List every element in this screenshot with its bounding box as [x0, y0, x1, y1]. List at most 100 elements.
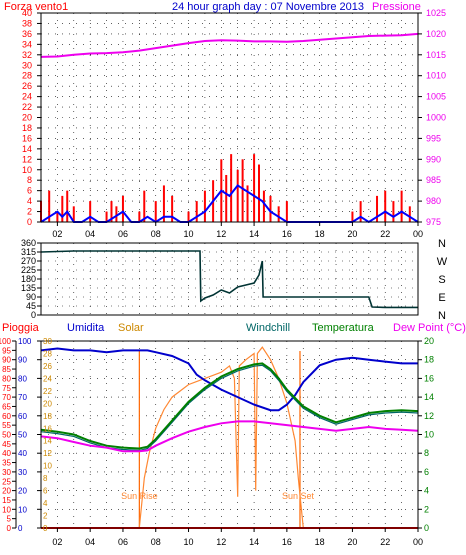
wind-x-tick-label: 10 — [184, 229, 194, 239]
wind-y-tick-label: 40 — [22, 8, 32, 18]
temp-y-tick-label: 20 — [424, 336, 434, 346]
pressure-y-tick-label: 980 — [426, 196, 441, 206]
climate-x-tick-label: 06 — [118, 537, 128, 547]
wind-x-tick-label: 00 — [413, 229, 423, 239]
dewpoint-line — [40, 420, 419, 453]
solar-y-tick-label: 4 — [43, 499, 48, 508]
temp-y-tick-label: 18 — [424, 355, 434, 365]
rain-axis-title: Pioggia — [2, 322, 40, 334]
rain-y-tick-label: 40 — [2, 449, 11, 458]
wind-y-tick-label: 36 — [22, 29, 32, 39]
rain-y-tick-label: 85 — [2, 365, 11, 374]
rain-y-tick-label: 5 — [7, 515, 12, 524]
solar-y-tick-label: 8 — [43, 474, 48, 483]
wind-x-tick-label: 16 — [282, 229, 292, 239]
wind-y-tick-label: 8 — [27, 175, 32, 185]
solar-y-tick-label: 30 — [43, 337, 52, 346]
rain-y-tick-label: 10 — [2, 505, 11, 514]
temp-y-tick-label: 12 — [424, 411, 434, 421]
wind-y-tick-label: 20 — [22, 113, 32, 123]
compass-label: E — [438, 292, 445, 304]
rain-y-tick-label: 45 — [2, 440, 11, 449]
direction-y-tick-label: 135 — [21, 283, 36, 293]
wind-y-tick-label: 0 — [27, 217, 32, 227]
temp-y-tick-label: 6 — [424, 467, 429, 477]
solar-y-tick-label: 28 — [43, 349, 52, 358]
direction-y-tick-label: 180 — [21, 274, 36, 284]
wind-y-tick-label: 28 — [22, 71, 32, 81]
humidity-y-tick-label: 30 — [18, 468, 27, 477]
solar-y-tick-label: 10 — [43, 462, 52, 471]
solar-y-tick-label: 0 — [43, 524, 48, 533]
compass-label: W — [437, 256, 448, 268]
wind-y-tick-label: 30 — [22, 60, 32, 70]
wind-speed-line — [40, 184, 419, 224]
wind-x-tick-label: 12 — [216, 229, 226, 239]
climate-x-tick-label: 00 — [413, 537, 423, 547]
direction-y-tick-label: 90 — [26, 292, 36, 302]
solar-y-tick-label: 6 — [43, 487, 48, 496]
humidity-y-tick-label: 90 — [18, 356, 27, 365]
humidity-y-tick-label: 0 — [18, 524, 23, 533]
pressure-axis-title: Pressione — [372, 1, 421, 13]
rain-y-tick-label: 30 — [2, 468, 11, 477]
wind-y-tick-label: 6 — [27, 186, 32, 196]
pressure-y-tick-label: 1015 — [426, 50, 446, 60]
climate-x-tick-label: 18 — [315, 537, 325, 547]
pressure-y-tick-label: 1000 — [426, 113, 446, 123]
solar-y-tick-label: 2 — [43, 512, 48, 521]
humidity-y-tick-label: 40 — [18, 449, 27, 458]
rain-y-tick-label: 60 — [2, 412, 11, 421]
climate-x-tick-label: 04 — [85, 537, 95, 547]
wind-y-tick-label: 10 — [22, 165, 32, 175]
humidity-y-tick-label: 80 — [18, 374, 27, 383]
climate-x-tick-label: 02 — [52, 537, 62, 547]
pressure-y-tick-label: 995 — [426, 133, 441, 143]
climate-x-tick-label: 20 — [347, 537, 357, 547]
compass-label: N — [438, 310, 446, 322]
rain-y-tick-label: 80 — [2, 374, 11, 383]
temp-y-tick-label: 2 — [424, 504, 429, 514]
pressure-y-tick-label: 1025 — [426, 8, 446, 18]
wind-y-tick-label: 2 — [27, 207, 32, 217]
wind-x-tick-label: 02 — [52, 229, 62, 239]
wind-x-tick-label: 18 — [315, 229, 325, 239]
wind-x-tick-label: 04 — [85, 229, 95, 239]
compass-label: N — [438, 238, 446, 250]
rain-y-tick-label: 15 — [2, 496, 11, 505]
solar-axis-title: Solar — [118, 322, 144, 334]
windchill-line — [40, 364, 419, 452]
humidity-axis-title: Umidita — [67, 322, 105, 334]
temperature-line — [40, 362, 419, 450]
temp-y-tick-label: 10 — [424, 430, 434, 440]
rain-y-tick-label: 95 — [2, 346, 11, 355]
wind-y-tick-label: 26 — [22, 81, 32, 91]
wind-y-tick-label: 32 — [22, 50, 32, 60]
wind-axis-title: Forza vento1 — [4, 1, 68, 13]
solar-line — [41, 346, 418, 529]
climate-x-tick-label: 10 — [184, 537, 194, 547]
temp-y-tick-label: 4 — [424, 486, 429, 496]
humidity-y-tick-label: 50 — [18, 431, 27, 440]
pressure-y-tick-label: 1020 — [426, 29, 446, 39]
solar-y-tick-label: 24 — [43, 374, 52, 383]
direction-y-tick-label: 270 — [21, 256, 36, 266]
temp-y-tick-label: 8 — [424, 448, 429, 458]
temp-y-tick-label: 16 — [424, 373, 434, 383]
wind-y-tick-label: 14 — [22, 144, 32, 154]
rain-y-tick-label: 25 — [2, 477, 11, 486]
wind-x-tick-label: 06 — [118, 229, 128, 239]
rain-y-tick-label: 55 — [2, 421, 11, 430]
solar-y-tick-label: 18 — [43, 412, 52, 421]
dewpoint-axis-title: Dew Point (°C) — [393, 322, 466, 334]
humidity-line — [40, 347, 418, 412]
rain-y-tick-label: 65 — [2, 402, 11, 411]
solar-y-tick-label: 26 — [43, 362, 52, 371]
temp-y-tick-label: 0 — [424, 523, 429, 533]
humidity-y-tick-label: 100 — [18, 337, 32, 346]
windchill-axis-title: Windchill — [246, 322, 290, 334]
pressure-y-tick-label: 975 — [426, 217, 441, 227]
direction-y-tick-label: 45 — [26, 301, 36, 311]
wind-y-tick-label: 12 — [22, 154, 32, 164]
